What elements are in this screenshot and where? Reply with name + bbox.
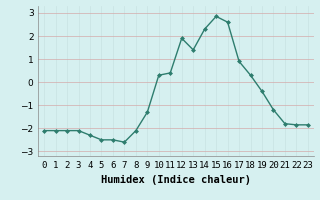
X-axis label: Humidex (Indice chaleur): Humidex (Indice chaleur) — [101, 175, 251, 185]
